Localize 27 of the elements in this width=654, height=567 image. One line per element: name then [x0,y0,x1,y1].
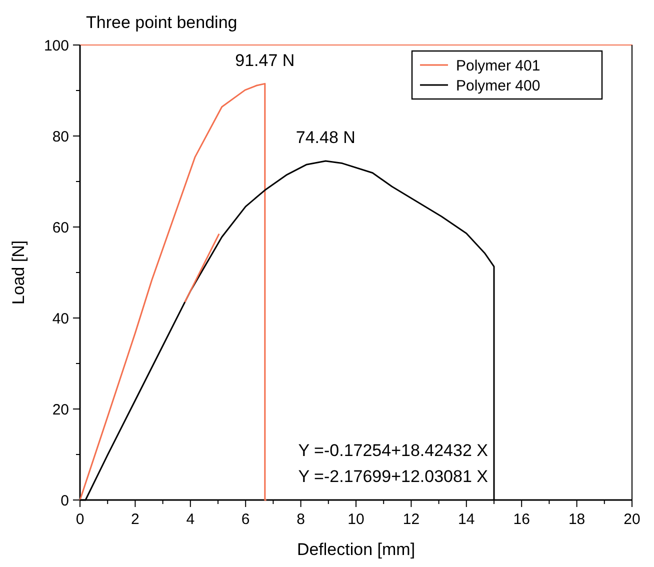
annotation: Y =-0.17254+18.42432 X [298,441,488,460]
x-axis-title: Deflection [mm] [296,540,416,559]
y-tick-label: 40 [52,310,69,328]
x-tick-label: 10 [348,511,364,528]
x-tick-label: 20 [624,511,640,528]
y-tick-label: 100 [44,37,69,54]
y-tick-label: 60 [52,219,69,236]
x-tick-label: 18 [568,511,586,528]
x-tick-label: 4 [186,511,195,528]
y-tick-label: 80 [52,128,69,146]
annotation: 74.48 N [296,128,356,148]
x-tick-label: 12 [402,511,420,528]
x-tick-label: 16 [513,511,530,528]
y-tick-label: 20 [52,401,69,418]
x-tick-label: 6 [241,511,250,528]
legend-label: Polymer 400 [456,77,540,94]
line-series [79,82,268,501]
x-tick-label: 14 [458,511,475,528]
annotation: 91.47 N [235,50,295,70]
legend-label: Polymer 401 [456,57,540,74]
y-axis-title: Load [N] [9,240,28,305]
x-tick-label: 2 [131,511,140,528]
x-tick-label: 8 [296,511,305,528]
annotation: Y =-2.17699+12.03081 X [298,467,488,486]
chart-title: Three point bending [86,13,238,32]
y-tick-label: 0 [60,492,69,510]
x-tick-label: 0 [76,511,84,528]
